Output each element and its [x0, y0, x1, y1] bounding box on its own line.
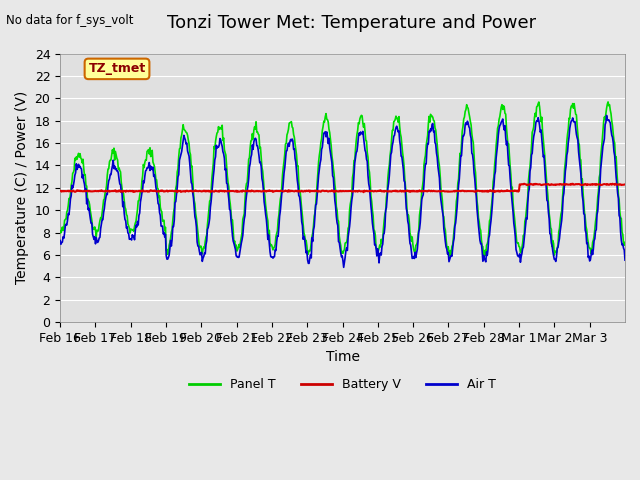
Y-axis label: Temperature (C) / Power (V): Temperature (C) / Power (V) [15, 91, 29, 285]
Text: No data for f_sys_volt: No data for f_sys_volt [6, 14, 134, 27]
Text: TZ_tmet: TZ_tmet [88, 62, 146, 75]
Text: Tonzi Tower Met: Temperature and Power: Tonzi Tower Met: Temperature and Power [168, 14, 536, 33]
X-axis label: Time: Time [326, 350, 360, 364]
Legend: Panel T, Battery V, Air T: Panel T, Battery V, Air T [184, 373, 501, 396]
